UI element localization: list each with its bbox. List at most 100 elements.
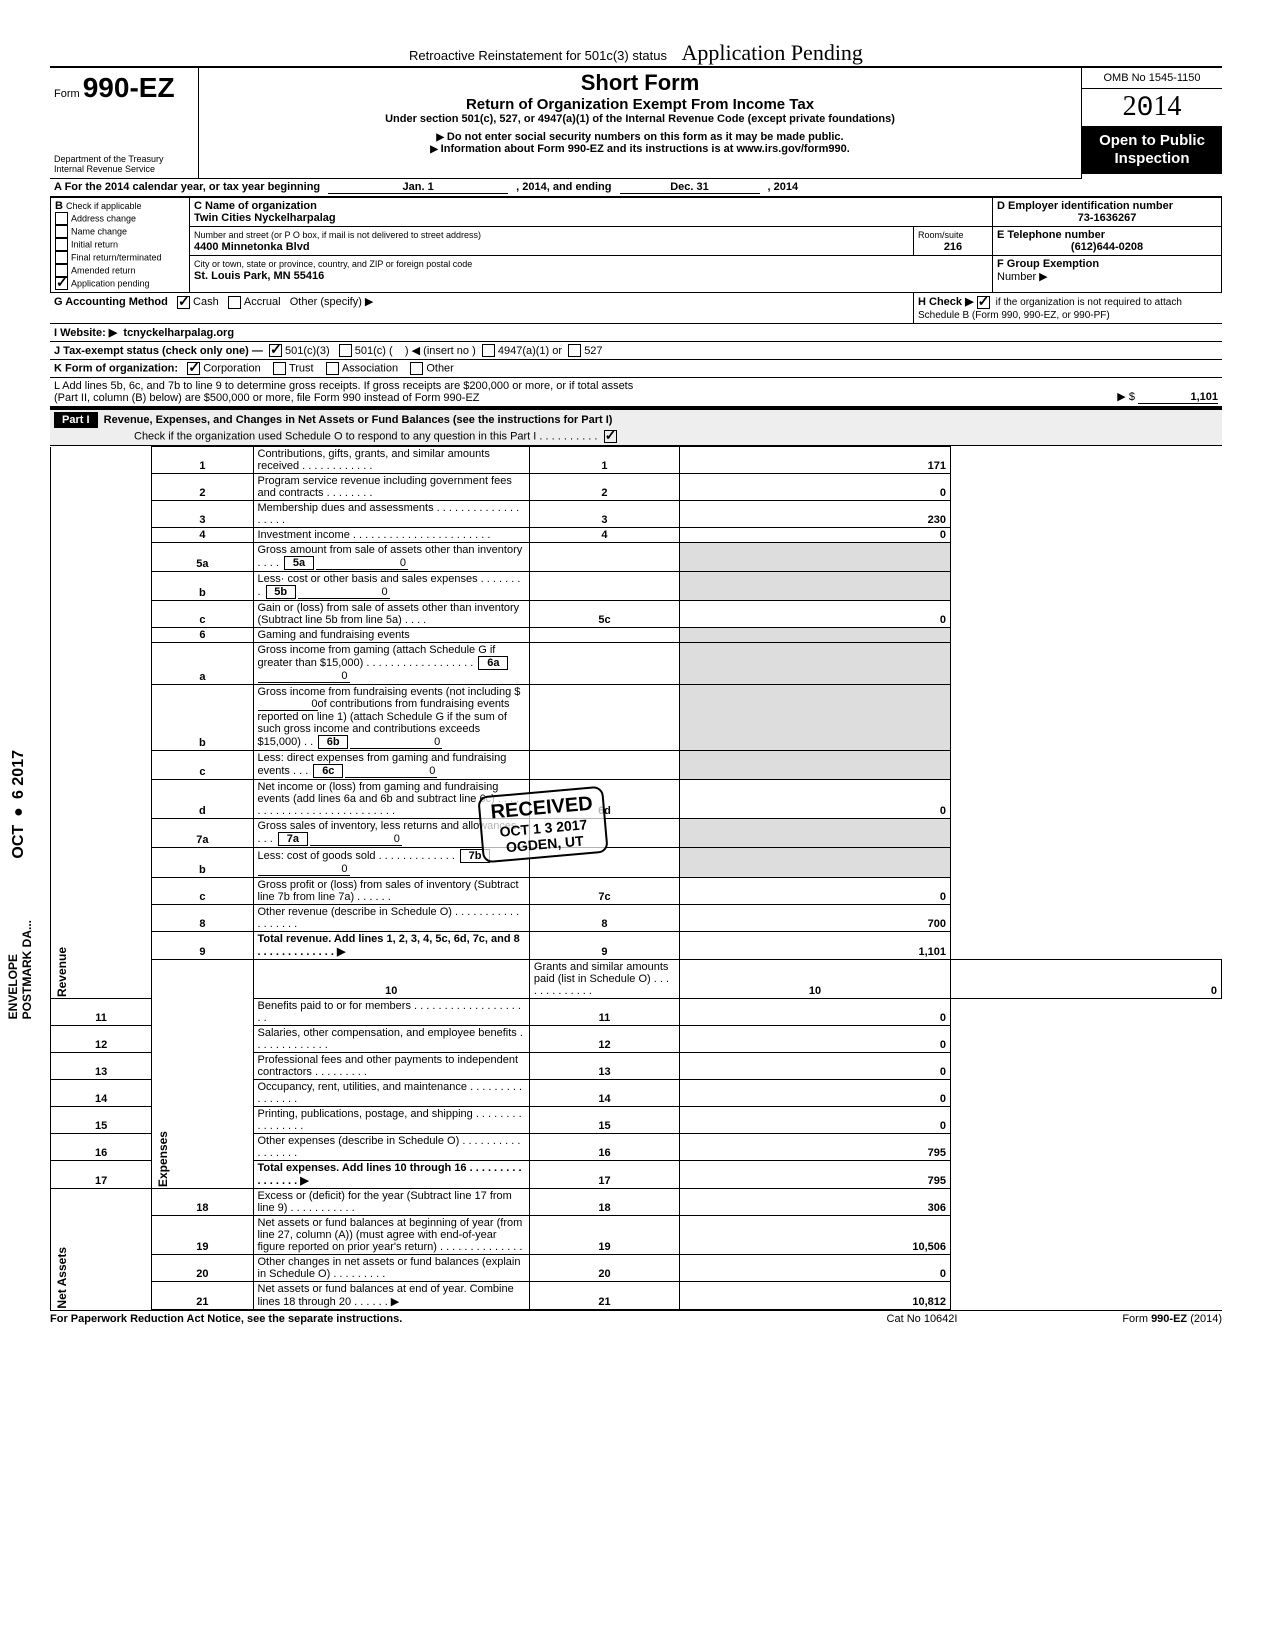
lines-table: Revenue 1 Contributions, gifts, grants, …	[50, 446, 1222, 1310]
l6-text: Gaming and fundraising events	[253, 628, 529, 643]
f-number: Number ▶	[997, 271, 1048, 283]
j-opt3: 4947(a)(1) or	[498, 345, 562, 357]
section-i: I Website: ▶ tcnyckelharpalag.org	[50, 324, 1222, 342]
l14-num: 14	[51, 1080, 152, 1107]
l14-box: 14	[529, 1080, 679, 1107]
h-checkbox[interactable]	[977, 296, 990, 309]
sched-o-checkbox[interactable]	[604, 430, 617, 443]
l9-amt: 1,101	[680, 932, 951, 960]
b-checkbox-2[interactable]: Initial return	[55, 238, 185, 251]
l6a-row: Gross income from gaming (attach Schedul…	[253, 643, 529, 685]
l13-text: Professional fees and other payments to …	[253, 1053, 529, 1080]
handwritten-note: Application Pending	[681, 40, 862, 65]
l6c-sa: 0	[345, 765, 437, 778]
accrual-checkbox[interactable]	[228, 296, 241, 309]
l1-num: 1	[152, 447, 253, 474]
k-assoc-cb[interactable]	[326, 362, 339, 375]
room: 216	[918, 241, 988, 253]
warning-ssn: Do not enter social security numbers on …	[203, 131, 1077, 143]
l6b-contrib: 0	[258, 698, 318, 711]
section-h: H Check ▶ if the organization is not req…	[913, 293, 1222, 323]
l7c-box: 7c	[529, 878, 679, 905]
amended: Amended return	[71, 265, 136, 275]
form-number: 990-EZ	[83, 72, 175, 103]
l17-num: 17	[51, 1161, 152, 1189]
footer-right: Form 990-EZ (2014)	[1022, 1313, 1222, 1325]
line-a-label: A For the 2014 calendar year, or tax yea…	[54, 181, 320, 194]
j-opt2: 501(c) (	[355, 345, 393, 357]
l6b-num: b	[152, 685, 253, 751]
k-trust-cb[interactable]	[273, 362, 286, 375]
section-k: K Form of organization: Corporation Trus…	[50, 360, 1222, 378]
k-corp[interactable]	[187, 362, 200, 375]
l18-box: 18	[529, 1189, 679, 1216]
l9-box: 9	[529, 932, 679, 960]
l19-text: Net assets or fund balances at beginning…	[253, 1216, 529, 1255]
side-envelope: ENVELOPE POSTMARK DA...	[6, 920, 34, 1019]
j-4947[interactable]	[482, 344, 495, 357]
l5a-row: Gross amount from sale of assets other t…	[253, 543, 529, 572]
l19-amt: 10,506	[680, 1216, 951, 1255]
phone: (612)644-0208	[997, 241, 1217, 253]
b-checkbox-0[interactable]: Address change	[55, 212, 185, 225]
l5b-num: b	[152, 572, 253, 601]
l7a-sa: 0	[310, 833, 402, 846]
b-checkbox-1[interactable]: Name change	[55, 225, 185, 238]
l3-num: 3	[152, 501, 253, 528]
mid-text: , 2014, and ending	[516, 181, 611, 194]
end-date: Dec. 31	[620, 181, 760, 194]
l6-num: 6	[152, 628, 253, 643]
street-label: Number and street (or P O box, if mail i…	[194, 230, 481, 240]
received-stamp: RECEIVED OCT 1 3 2017 OGDEN, UT	[477, 786, 609, 864]
l17-box: 17	[529, 1161, 679, 1189]
sched-o-text: Check if the organization used Schedule …	[134, 431, 597, 443]
k-other-cb[interactable]	[410, 362, 423, 375]
l5c-box: 5c	[529, 601, 679, 628]
b-checkbox-5[interactable]: Application pending	[55, 277, 185, 290]
b-check-label: Check if applicable	[66, 201, 142, 211]
l8-box: 8	[529, 905, 679, 932]
l6b-text: Gross income from fundraising events (no…	[258, 686, 521, 698]
l18-text: Excess or (deficit) for the year (Subtra…	[253, 1189, 529, 1216]
short-form-label: Short Form	[203, 70, 1077, 96]
l5a-blank	[680, 543, 951, 572]
l5a-sb: 5a	[284, 556, 314, 570]
l1-text: Contributions, gifts, grants, and simila…	[253, 447, 529, 474]
l7a-num: 7a	[152, 819, 253, 848]
b-checkbox-3[interactable]: Final return/terminated	[55, 251, 185, 264]
l8-text: Other revenue (describe in Schedule O) .…	[253, 905, 529, 932]
footer-mid: Cat No 10642I	[822, 1313, 1022, 1325]
section-l: L Add lines 5b, 6c, and 7b to line 9 to …	[50, 378, 1222, 408]
l8-amt: 700	[680, 905, 951, 932]
l6a-sa: 0	[258, 670, 350, 683]
l4-box: 4	[529, 528, 679, 543]
l6c-num: c	[152, 751, 253, 780]
l5a-sa: 0	[316, 557, 408, 570]
l5c-num: c	[152, 601, 253, 628]
l2-num: 2	[152, 474, 253, 501]
j-501c3[interactable]	[269, 344, 282, 357]
l18-amt: 306	[680, 1189, 951, 1216]
side-stamp: OCT ● 6 2017	[10, 750, 28, 859]
final-return: Final return/terminated	[71, 252, 162, 262]
j-527[interactable]	[568, 344, 581, 357]
l6c-sb: 6c	[313, 764, 343, 778]
l4-amt: 0	[680, 528, 951, 543]
section-j: J Tax-exempt status (check only one) — 5…	[50, 342, 1222, 361]
j-501c[interactable]	[339, 344, 352, 357]
l2-amt: 0	[680, 474, 951, 501]
cash-checkbox[interactable]	[177, 296, 190, 309]
retro-header: Retroactive Reinstatement for 501c(3) st…	[50, 40, 1222, 66]
part1-header: Part I Revenue, Expenses, and Changes in…	[50, 408, 1222, 446]
l5a-shade	[529, 543, 679, 572]
section-f: F Group Exemption Number ▶	[993, 256, 1222, 293]
l19-box: 19	[529, 1216, 679, 1255]
revenue-label: Revenue	[55, 947, 69, 997]
l5b-blank	[680, 572, 951, 601]
section-c-street: Number and street (or P O box, if mail i…	[190, 227, 914, 256]
b-checkbox-4[interactable]: Amended return	[55, 264, 185, 277]
l3-text: Membership dues and assessments . . . . …	[253, 501, 529, 528]
netassets-label: Net Assets	[55, 1247, 69, 1309]
l12-text: Salaries, other compensation, and employ…	[253, 1026, 529, 1053]
l15-amt: 0	[680, 1107, 951, 1134]
